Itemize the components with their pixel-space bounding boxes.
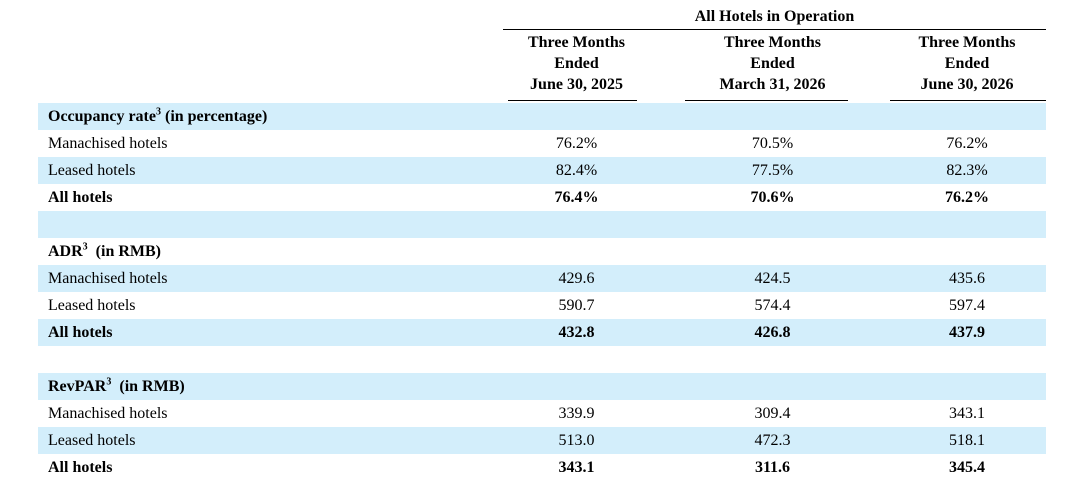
row-label: Manachised hotels [48,405,168,422]
column-header-q2-2026: Three Months Ended June 30, 2026 [888,32,1046,98]
table-row-total: All hotels 432.8 426.8 437.9 [38,319,1046,346]
value-cell: 77.5% [751,162,794,179]
value-cell: 432.8 [558,324,595,341]
table-row: Manachised hotels 429.6 424.5 435.6 [38,265,1046,292]
column-header-line: June 30, 2025 [530,76,623,93]
value-cell: 426.8 [754,324,791,341]
value-cell: 435.6 [949,270,985,287]
spacer-row [38,211,1046,238]
value-cell: 70.6% [750,189,795,206]
footnote-marker: 3 [82,241,88,253]
value-cell: 574.4 [754,297,791,314]
column-header-rule [685,100,848,101]
value-cell: 339.9 [558,405,595,422]
section-title-text: RevPAR [48,378,107,395]
section-title-text: ADR [48,243,83,260]
column-header-line: Ended [750,55,795,72]
row-label: Leased hotels [48,432,136,449]
value-cell: 82.4% [555,162,598,179]
row-label: All hotels [48,324,113,341]
table-row-total: All hotels 76.4% 70.6% 76.2% [38,184,1046,211]
table-row: Leased hotels 513.0 472.3 518.1 [38,427,1046,454]
spacer-row [38,346,1046,373]
section-title: RevPAR3 (in RMB) [48,373,185,400]
value-cell: 437.9 [949,324,985,341]
table-row: Leased hotels 82.4% 77.5% 82.3% [38,157,1046,184]
section-title: ADR3 (in RMB) [48,238,161,265]
column-header-line: Three Months [527,34,626,51]
column-header-q1-2026: Three Months Ended March 31, 2026 [685,32,860,98]
value-cell: 76.2% [555,135,598,152]
section-title-text: Occupancy rate [48,108,156,125]
value-cell: 309.4 [754,405,791,422]
group-header: All Hotels in Operation [694,8,855,25]
section-header-adr: ADR3 (in RMB) [38,238,1046,265]
section-title: Occupancy rate3 (in percentage) [48,103,267,130]
value-cell: 343.1 [949,405,985,422]
section-unit: (in RMB) [87,243,161,260]
column-header-line: June 30, 2026 [920,76,1014,93]
value-cell: 424.5 [754,270,791,287]
value-cell: 513.0 [558,432,595,449]
value-cell: 76.2% [946,135,988,152]
group-header-rule [503,29,1046,30]
value-cell: 343.1 [558,459,595,476]
value-cell: 345.4 [949,459,985,476]
row-label: Leased hotels [48,297,136,314]
row-label: Leased hotels [48,162,136,179]
column-header-rule [508,100,637,101]
table-row: Manachised hotels 76.2% 70.5% 76.2% [38,130,1046,157]
column-header-rule [890,100,1046,101]
footnote-marker: 3 [106,376,112,388]
row-label: All hotels [48,189,113,206]
value-cell: 518.1 [949,432,985,449]
section-unit: (in RMB) [111,378,185,395]
value-cell: 597.4 [949,297,985,314]
footnote-marker: 3 [155,106,161,118]
column-header-line: Three Months [918,34,1016,51]
table-row-total: All hotels 343.1 311.6 345.4 [38,454,1046,481]
value-cell: 76.2% [945,189,989,206]
section-header-revpar: RevPAR3 (in RMB) [38,373,1046,400]
value-cell: 311.6 [754,459,791,476]
table-row: Manachised hotels 339.9 309.4 343.1 [38,400,1046,427]
section-header-occupancy: Occupancy rate3 (in percentage) [38,103,1046,130]
column-header-line: March 31, 2026 [719,76,826,93]
row-label: All hotels [48,459,113,476]
value-cell: 472.3 [754,432,791,449]
value-cell: 70.5% [751,135,794,152]
column-header-line: Ended [554,55,599,72]
section-unit: (in percentage) [160,108,268,125]
value-cell: 429.6 [558,270,595,287]
value-cell: 590.7 [558,297,595,314]
value-cell: 76.4% [554,189,599,206]
row-label: Manachised hotels [48,270,168,287]
column-header-line: Ended [944,55,990,72]
column-header-q2-2025: Three Months Ended June 30, 2025 [503,32,650,98]
row-label: Manachised hotels [48,135,168,152]
value-cell: 82.3% [946,162,988,179]
table-row: Leased hotels 590.7 574.4 597.4 [38,292,1046,319]
column-header-line: Three Months [723,34,822,51]
